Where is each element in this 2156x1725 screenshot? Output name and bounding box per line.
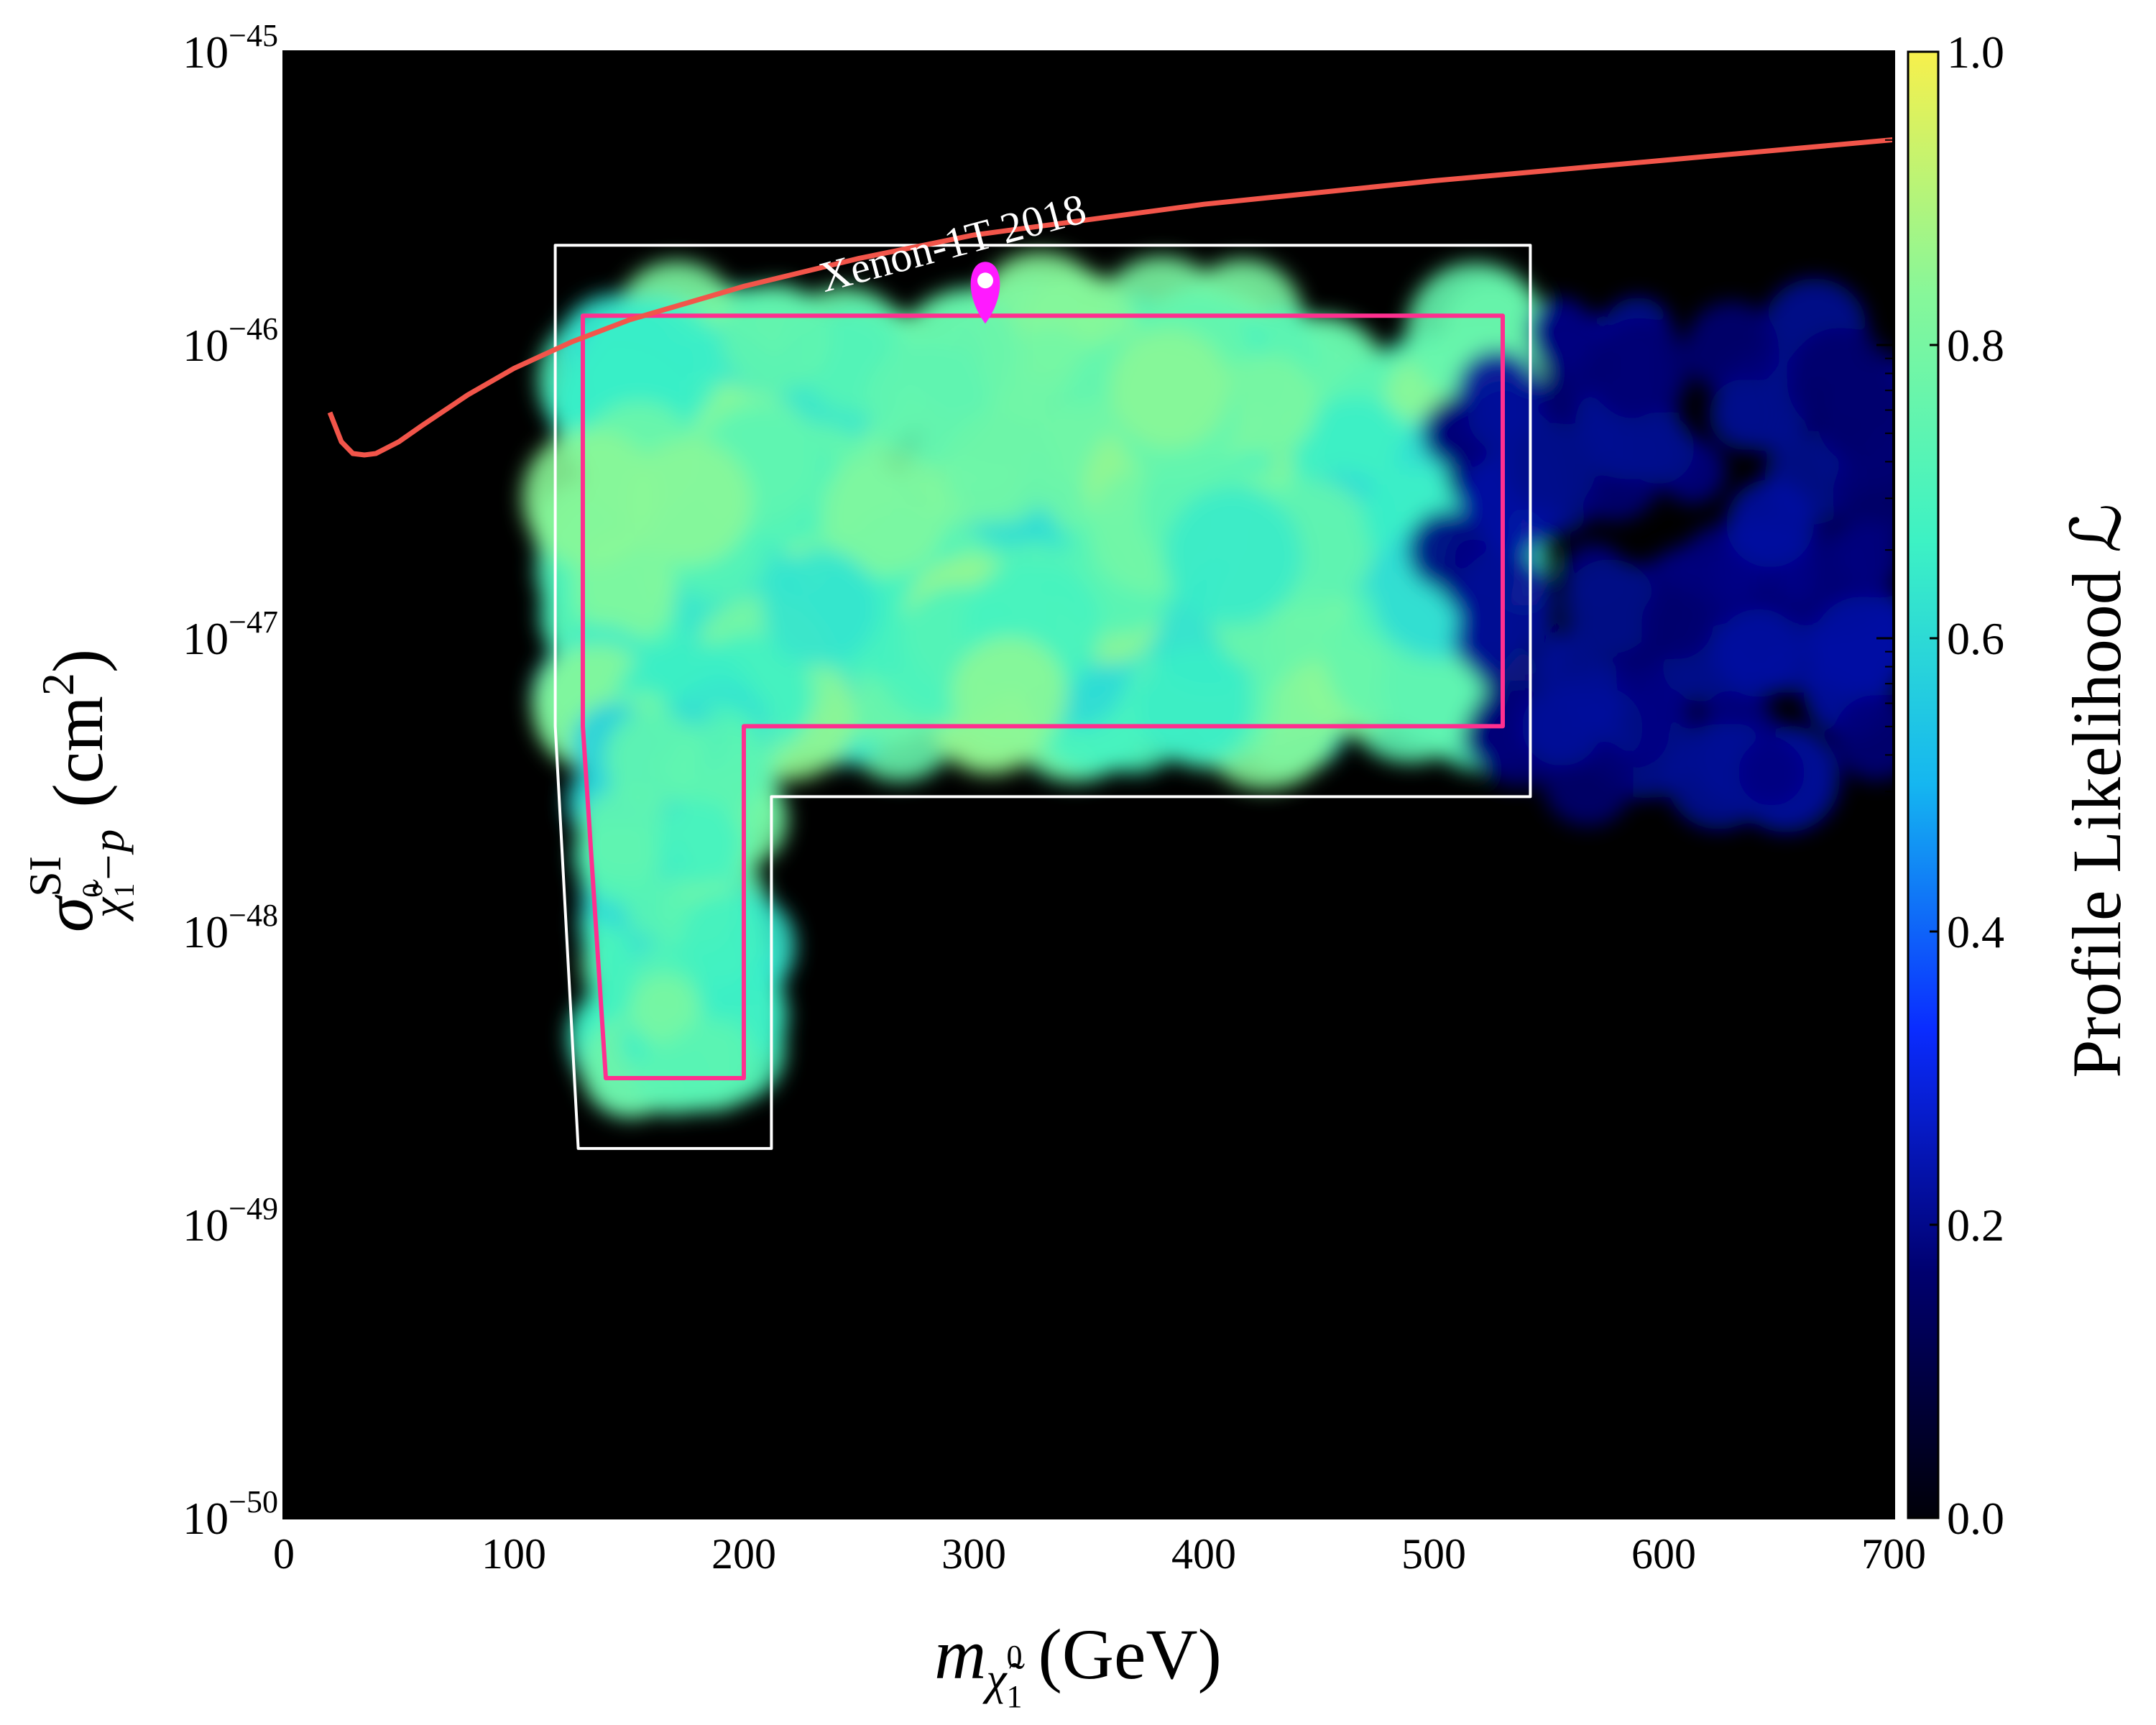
- likelihood-blob: [1685, 301, 1779, 395]
- colorbar-tick-label: 0.6: [1947, 613, 2004, 664]
- y-axis-ticks: 10−50 10−49 10−48 10−47 10−46 10−45: [183, 18, 1894, 1544]
- x-tick-label: 0: [273, 1530, 295, 1578]
- x-axis-label-subsub: 1: [1006, 1679, 1022, 1714]
- likelihood-blob: [578, 787, 671, 879]
- likelihood-blob: [1738, 739, 1805, 806]
- likelihood-blob: [1812, 596, 1894, 697]
- y-tick-label: 10−45: [183, 18, 278, 78]
- likelihood-blob: [1835, 520, 1894, 591]
- xenon-1t-2018-limit-line: [327, 137, 1894, 458]
- likelihood-blobs: [522, 252, 1894, 1118]
- likelihood-blob: [821, 449, 949, 577]
- likelihood-blob: [629, 974, 701, 1046]
- x-tick-label: 100: [482, 1530, 546, 1578]
- likelihood-blob: [1531, 307, 1598, 374]
- likelihood-blob: [1726, 479, 1815, 568]
- best-fit-pin-icon: [970, 262, 1000, 324]
- likelihood-blob: [1562, 558, 1657, 655]
- colorbar-tick-label: 0.2: [1947, 1200, 2004, 1251]
- best-fit-marker: [970, 262, 1000, 324]
- best-fit-pin-dot: [977, 272, 993, 289]
- likelihood-blob: [657, 801, 742, 886]
- likelihood-blob: [951, 636, 1068, 753]
- y-axis-label-unit-close: ): [38, 649, 118, 673]
- likelihood-blob: [1833, 447, 1894, 543]
- likelihood-blob: [944, 412, 1056, 523]
- y-axis-label-subsub: 1: [108, 883, 140, 898]
- likelihood-blob: [1666, 724, 1772, 829]
- x-axis-label-unit: (GeV): [1038, 1614, 1221, 1694]
- x-axis-label-main: m: [934, 1614, 986, 1694]
- likelihood-blob: [1507, 423, 1596, 512]
- colorbar-tick-label: 0.0: [1947, 1493, 2004, 1544]
- likelihood-blob: [762, 549, 879, 666]
- y-tick-label: 10−48: [183, 898, 278, 957]
- x-tick-label: 200: [711, 1530, 776, 1578]
- x-tick-label: 700: [1861, 1530, 1926, 1578]
- plot-frame: [282, 50, 1895, 1519]
- likelihood-blob: [624, 875, 690, 941]
- likelihood-blob: [1641, 587, 1713, 659]
- likelihood-blob: [1521, 687, 1601, 766]
- likelihood-blob: [625, 439, 752, 566]
- y-axis-label-unit-sup: 2: [32, 673, 83, 696]
- x-tick-label: 300: [941, 1530, 1006, 1578]
- likelihood-blob: [1618, 685, 1695, 763]
- colorbar-tick-label: 1.0: [1947, 27, 2004, 78]
- likelihood-blob: [678, 893, 769, 983]
- y-axis-label-main: σ: [28, 894, 108, 932]
- likelihood-blob: [1110, 328, 1230, 448]
- y-axis-label: σSIχ̃01−p(cm2): [19, 649, 140, 932]
- contour-2sigma: [553, 244, 1532, 1150]
- colorbar: [1907, 50, 1940, 1519]
- likelihood-blob: [1622, 412, 1695, 484]
- colorbar-tick-label: 0.8: [1947, 320, 2004, 371]
- x-tick-label: 400: [1171, 1530, 1236, 1578]
- likelihood-blob: [720, 283, 831, 393]
- y-tick-label: 10−46: [183, 311, 278, 371]
- likelihood-blob: [667, 1018, 761, 1112]
- colorbar-label: Profile Likelihood ℒ: [2058, 503, 2135, 1078]
- x-tick-label: 500: [1401, 1530, 1466, 1578]
- colorbar-ticks: 0.0 0.2 0.4 0.6 0.8 1.0: [1930, 27, 2004, 1544]
- x-axis-ticks: 0 100 200 300 400 500 600 700: [273, 52, 1926, 1578]
- colorbar-tick-label: 0.4: [1947, 906, 2004, 957]
- likelihood-blob: [1214, 353, 1318, 456]
- y-axis-label-subtail: −p: [83, 829, 134, 883]
- contour-layer: [553, 244, 1532, 1150]
- y-tick-label: 10−49: [183, 1191, 278, 1251]
- x-axis-label-subsup: 0: [1006, 1639, 1022, 1674]
- x-axis-label: mχ̃0 1(GeV): [934, 1614, 1222, 1714]
- contour-1sigma: [581, 313, 1505, 1080]
- likelihood-blob: [1787, 328, 1894, 436]
- likelihood-blob: [1833, 694, 1894, 781]
- x-tick-label: 600: [1631, 1530, 1696, 1578]
- y-axis-label-sup: SI: [19, 856, 70, 897]
- likelihood-blob: [1588, 318, 1691, 420]
- likelihood-heat-layer: Xenon-1T 2018: [327, 137, 1894, 1150]
- y-axis-label-subsup: 0: [76, 883, 109, 898]
- likelihood-blob: [604, 709, 702, 808]
- likelihood-blob: [1137, 645, 1254, 763]
- y-axis-label-unit: (cm: [38, 696, 118, 807]
- likelihood-blob: [1453, 607, 1520, 674]
- likelihood-blob: [1709, 379, 1780, 450]
- likelihood-blob: [1715, 609, 1803, 697]
- y-tick-label: 10−47: [183, 604, 278, 664]
- y-tick-label: 10−50: [183, 1484, 278, 1544]
- likelihood-blob: [1164, 487, 1302, 625]
